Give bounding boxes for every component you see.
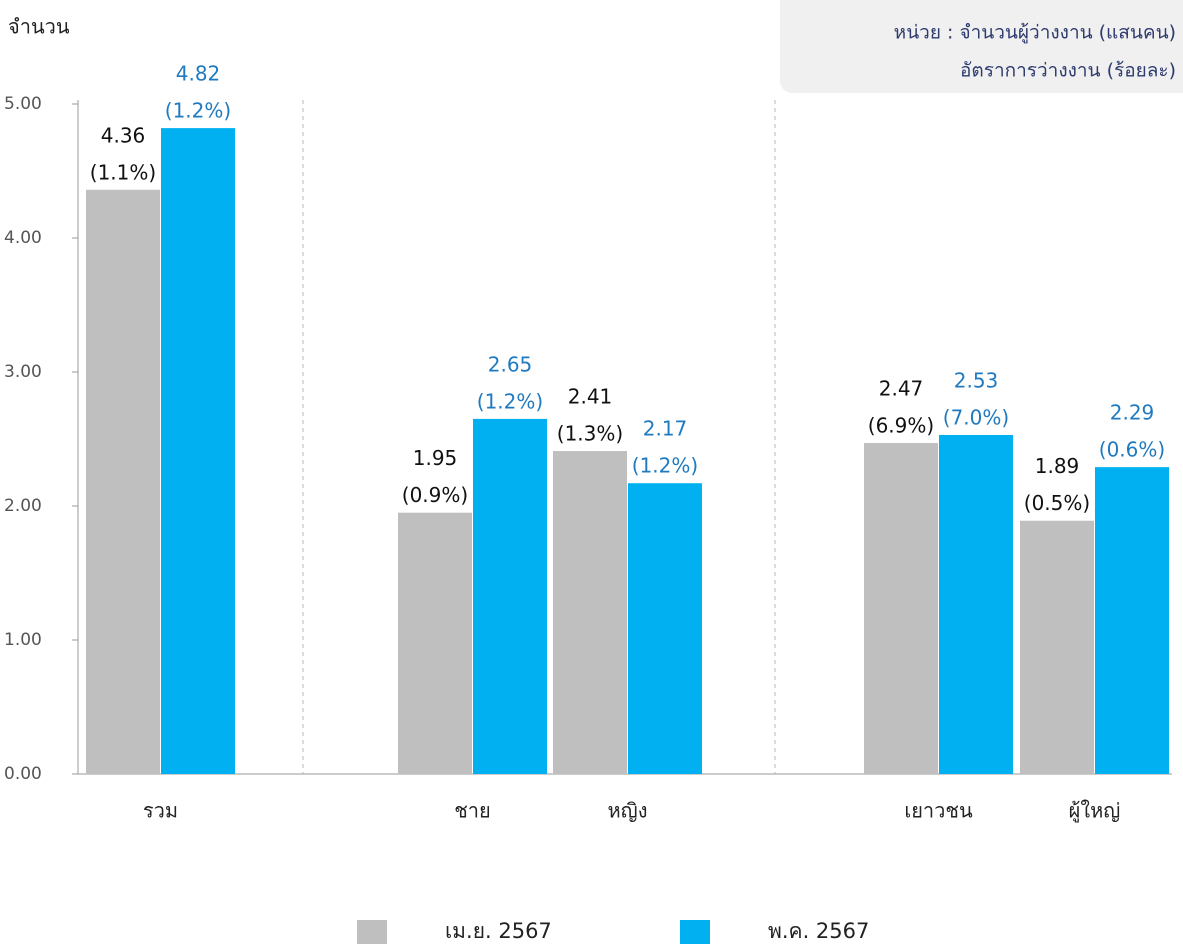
rate-label: (1.1%) — [90, 160, 156, 184]
bar — [1095, 467, 1169, 774]
rate-label: (7.0%) — [943, 405, 1009, 429]
value-label: 4.36 — [101, 123, 146, 147]
unit-note: อัตราการว่างงาน (ร้อยละ) — [960, 60, 1176, 82]
y-tick-label: 4.00 — [4, 228, 42, 248]
bar — [628, 483, 702, 774]
rate-label: (1.2%) — [477, 389, 543, 413]
y-axis-title: จำนวน — [8, 15, 70, 39]
legend-label: พ.ค. 2567 — [768, 919, 869, 943]
legend-swatch — [357, 920, 387, 944]
value-label: 2.65 — [488, 352, 533, 376]
bar — [553, 451, 627, 774]
rate-label: (0.9%) — [402, 483, 468, 507]
value-label: 2.29 — [1110, 401, 1155, 425]
bar — [86, 189, 160, 774]
legend-swatch — [680, 920, 710, 944]
rate-label: (1.3%) — [557, 422, 623, 446]
bar — [398, 512, 472, 774]
y-tick-label: 0.00 — [4, 764, 42, 784]
unit-box — [780, 0, 1183, 93]
x-tick-label: เยาวชน — [904, 799, 973, 823]
y-tick-label: 1.00 — [4, 630, 42, 650]
x-tick-label: ผู้ใหญ่ — [1069, 799, 1121, 824]
bar — [161, 128, 235, 774]
value-label: 4.82 — [176, 62, 221, 86]
rate-label: (0.5%) — [1024, 491, 1090, 515]
bar — [473, 418, 547, 774]
rate-label: (1.2%) — [632, 454, 698, 478]
rate-label: (0.6%) — [1099, 438, 1165, 462]
y-tick-label: 2.00 — [4, 496, 42, 516]
value-label: 1.89 — [1035, 454, 1080, 478]
value-label: 2.17 — [643, 417, 688, 441]
value-label: 2.41 — [568, 385, 613, 409]
legend-label: เม.ย. 2567 — [445, 919, 552, 943]
value-label: 1.95 — [413, 446, 458, 470]
value-label: 2.47 — [879, 377, 924, 401]
y-tick-label: 5.00 — [4, 94, 42, 114]
x-tick-label: รวม — [143, 799, 178, 823]
rate-label: (6.9%) — [868, 414, 934, 438]
x-tick-label: ชาย — [454, 799, 491, 823]
y-tick-label: 3.00 — [4, 362, 42, 382]
bar — [1020, 520, 1094, 774]
x-tick-label: หญิง — [608, 799, 648, 823]
bar — [864, 443, 938, 774]
bar — [939, 434, 1013, 774]
unit-note: หน่วย : จำนวนผู้ว่างงาน (แสนคน) — [894, 22, 1176, 44]
rate-label: (1.2%) — [165, 99, 231, 123]
value-label: 2.53 — [954, 368, 999, 392]
